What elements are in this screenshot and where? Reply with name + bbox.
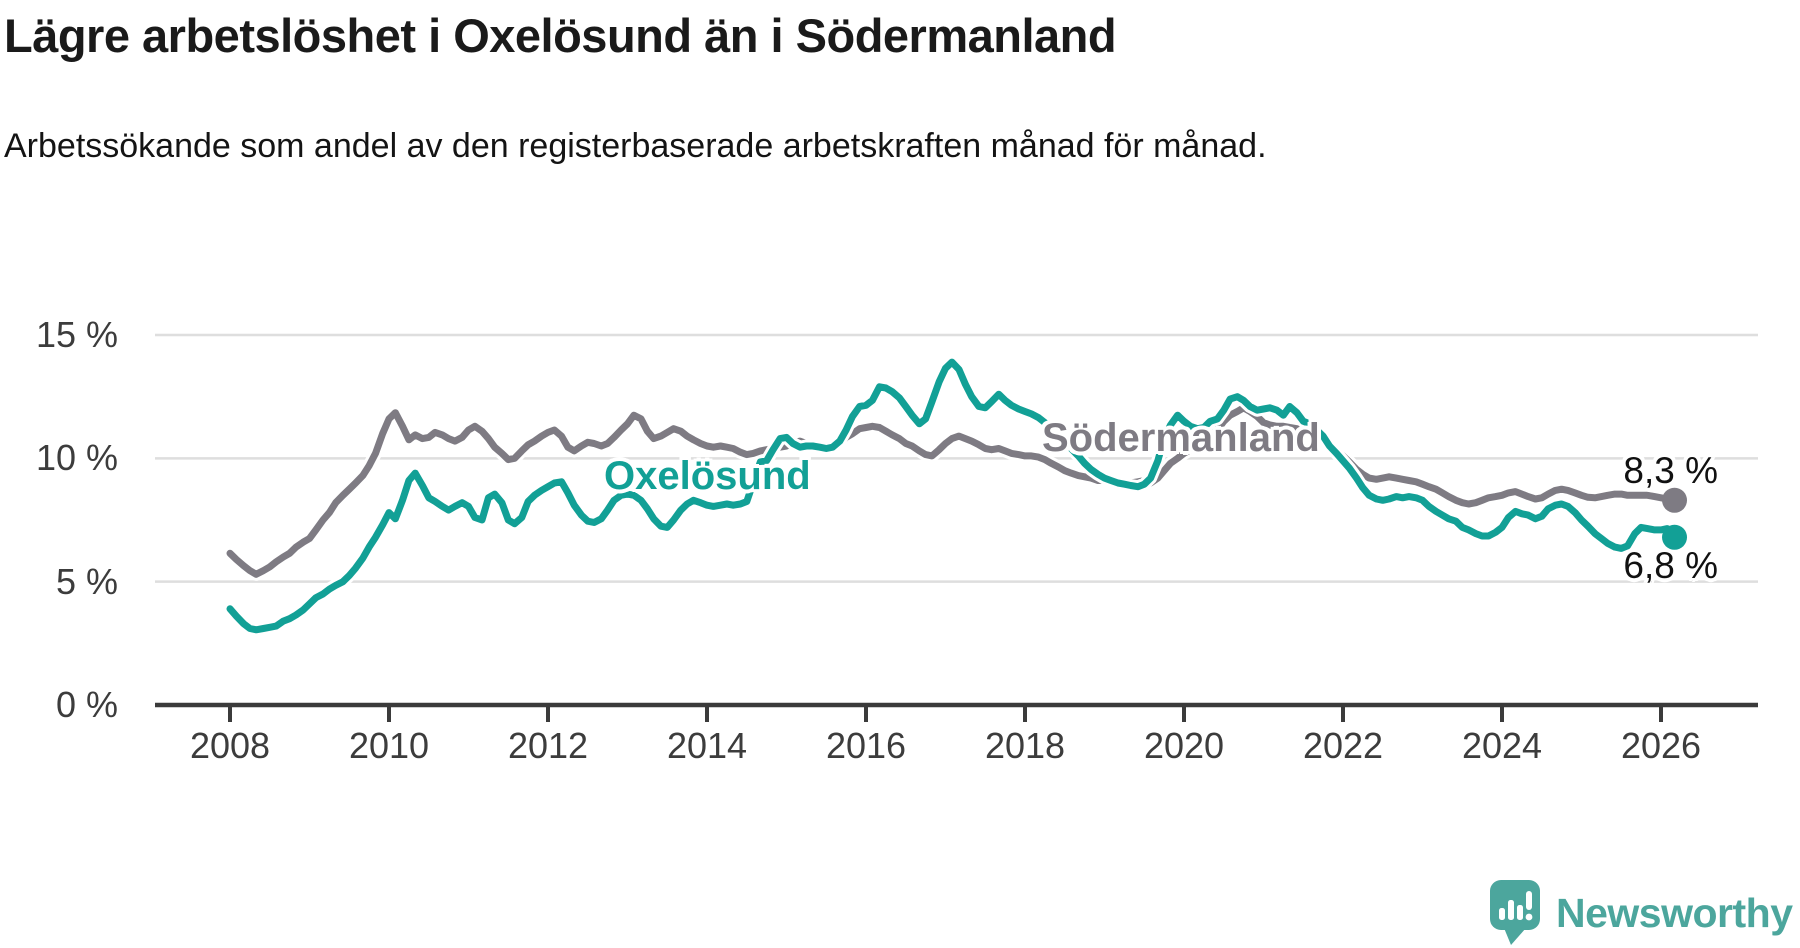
series-line-oxelösund: [226, 358, 1678, 634]
newsworthy-logo-text: Newsworthy: [1556, 890, 1793, 936]
end-dot-oxelösund: [1662, 524, 1688, 550]
series-label-oxelosund: Oxelösund: [604, 454, 811, 498]
x-tick-label: 2010: [348, 725, 430, 766]
series-line-södermanland: [226, 404, 1678, 578]
end-value-sodermanland: 8,3 %: [1623, 450, 1718, 491]
x-tick-label: 2026: [1620, 725, 1702, 766]
x-tick-label: 2016: [825, 725, 907, 766]
chart-subtitle: Arbetssökande som andel av den registerb…: [4, 127, 1267, 165]
newsworthy-logo: Newsworthy: [1490, 880, 1793, 946]
series-label-sodermanland: Södermanland: [1042, 416, 1320, 460]
series-casing-södermanland: [223, 401, 1681, 581]
y-tick-label: 0 %: [55, 684, 118, 725]
x-tick-label: 2012: [507, 725, 589, 766]
y-tick-label: 5 %: [55, 560, 118, 602]
end-dot-södermanland: [1662, 487, 1688, 513]
y-tick-label: 15 %: [35, 313, 118, 355]
x-tick-label: 2008: [189, 725, 271, 766]
chart-title: Lägre arbetslöshet i Oxelösund än i Söde…: [4, 9, 1117, 62]
x-tick-label: 2014: [666, 725, 748, 766]
x-tick-label: 2022: [1302, 725, 1384, 766]
x-tick-label: 2024: [1461, 725, 1543, 766]
x-tick-label: 2020: [1143, 725, 1225, 766]
end-value-oxelosund: 6,8 %: [1623, 545, 1718, 586]
newsworthy-logo-icon: [1490, 880, 1540, 945]
x-tick-label: 2018: [984, 725, 1066, 766]
y-tick-label: 10 %: [35, 437, 118, 479]
